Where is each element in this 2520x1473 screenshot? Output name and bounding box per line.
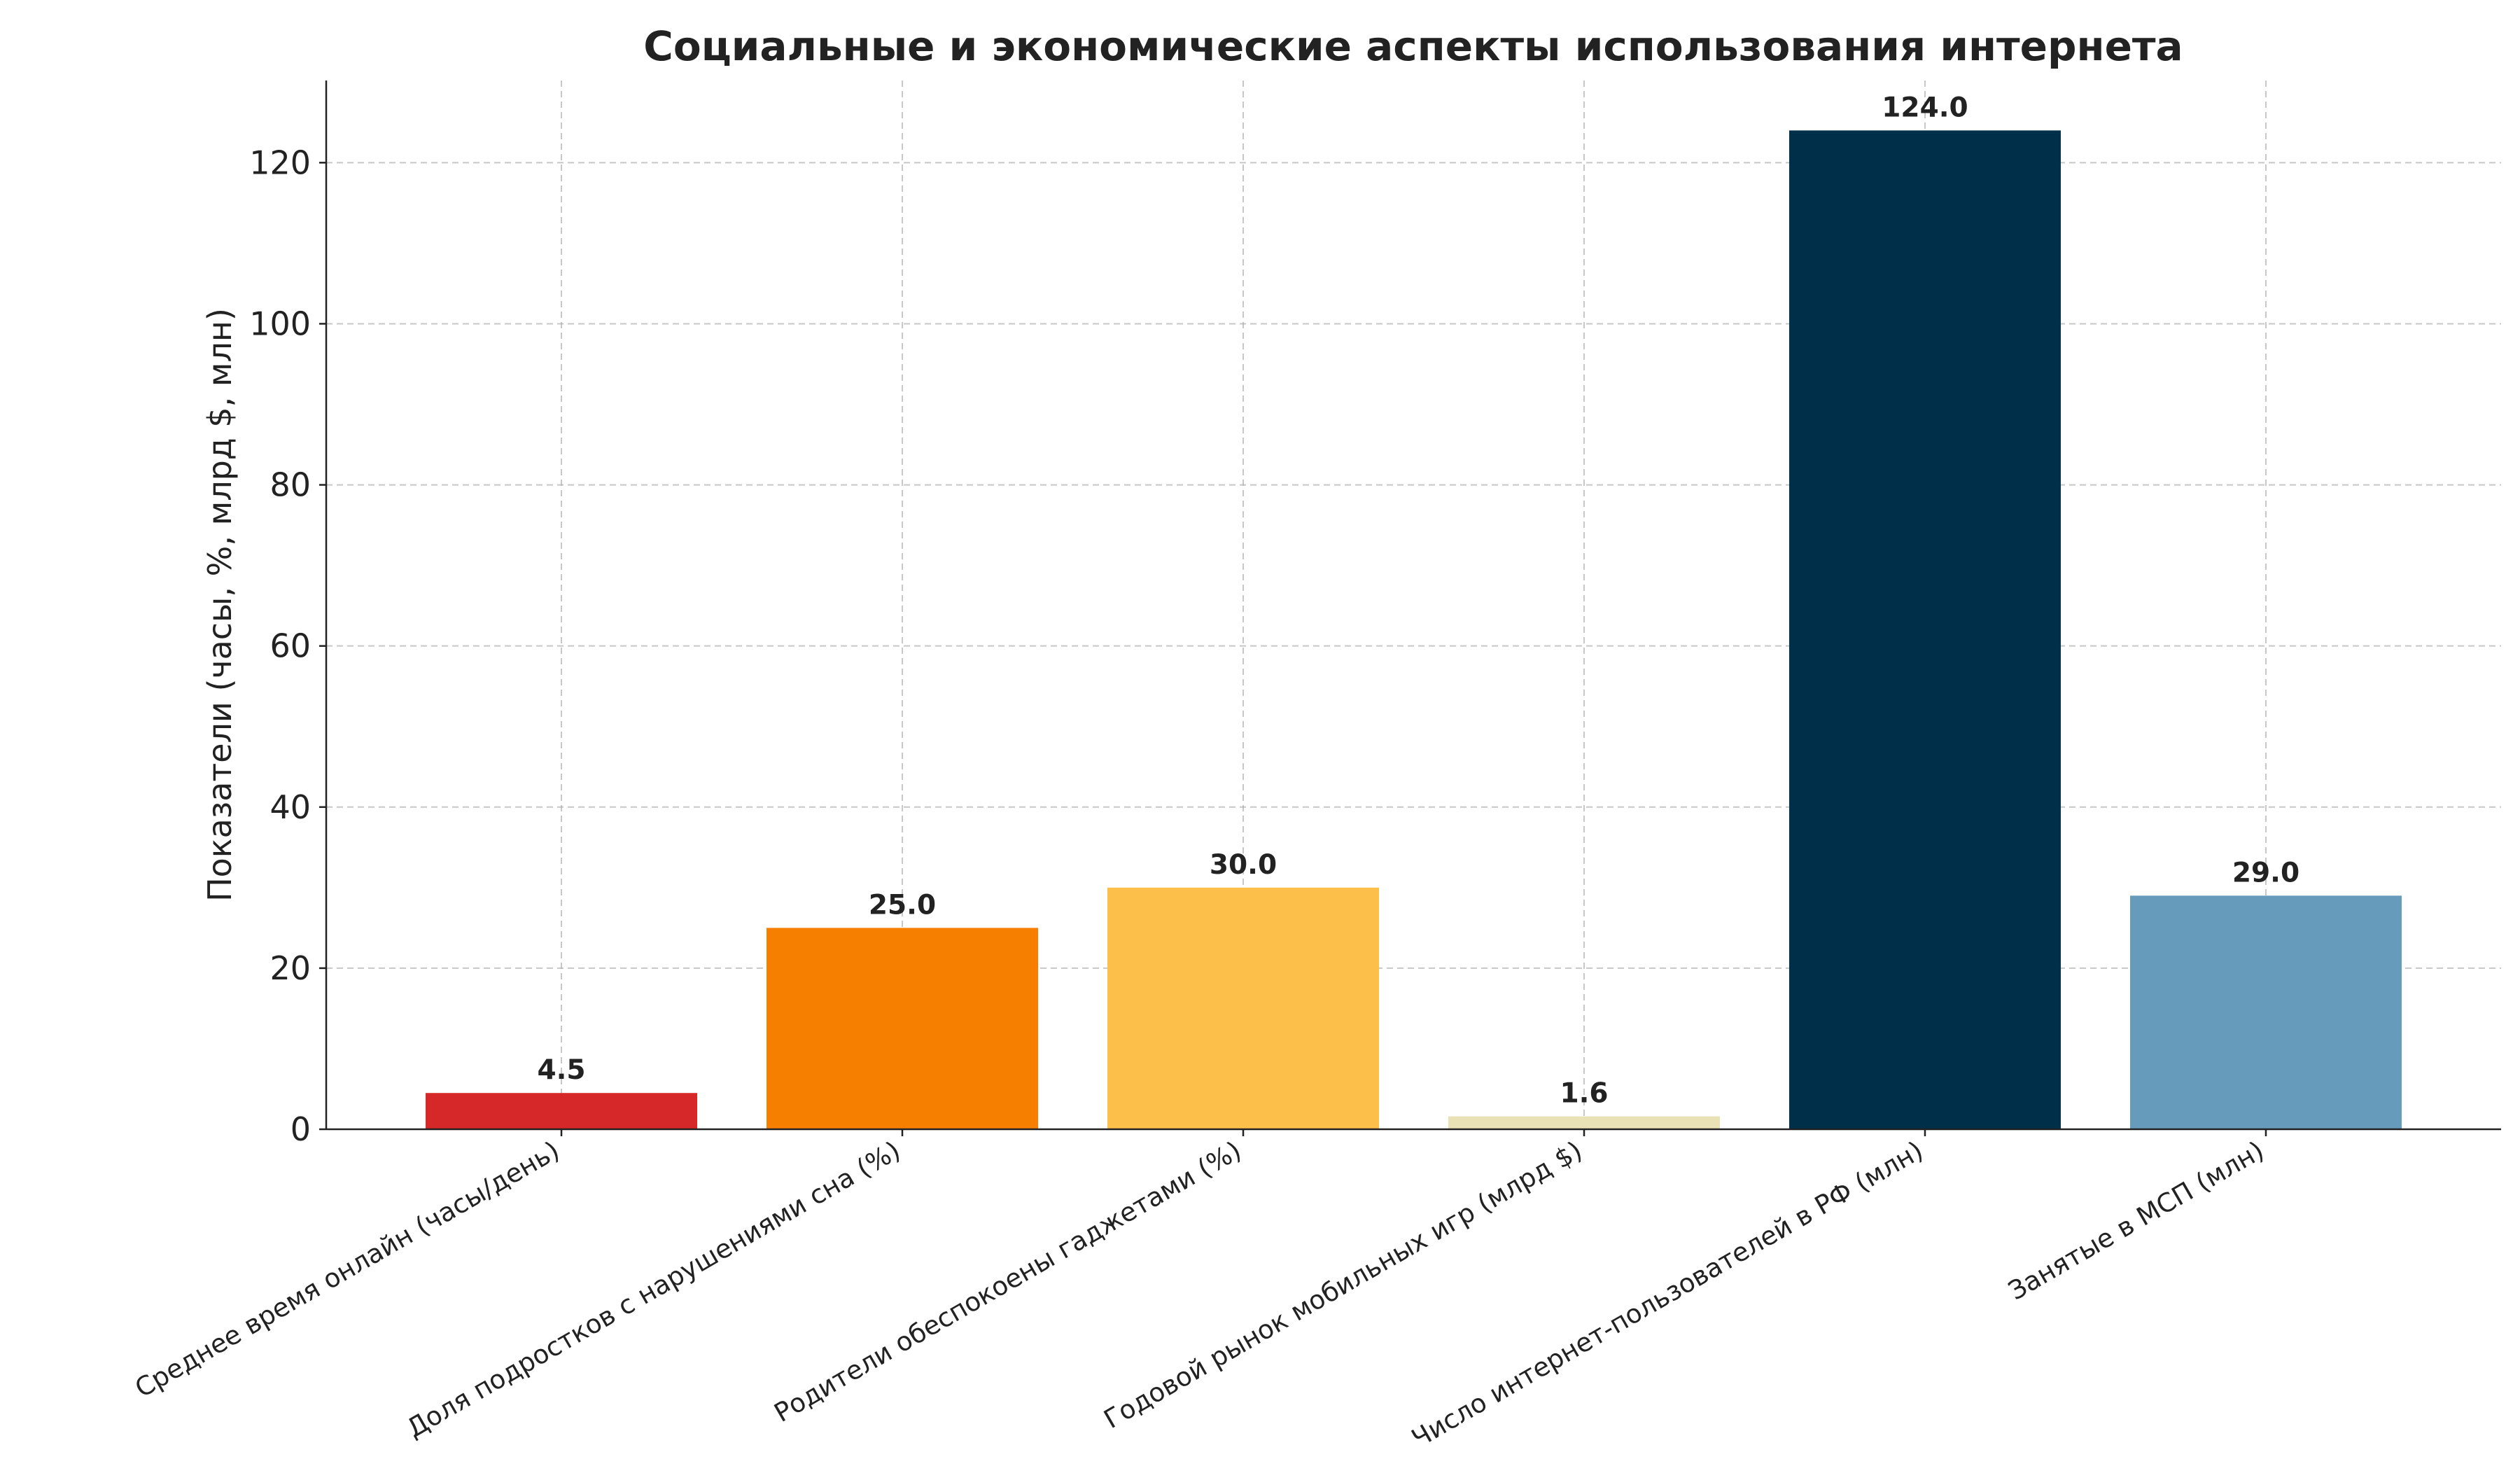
chart-title: Социальные и экономические аспекты испол… <box>643 22 2183 70</box>
bar-value-label: 1.6 <box>1560 1078 1608 1110</box>
bar-value-label: 4.5 <box>537 1054 585 1086</box>
x-tick-label: Число интернет-пользователей в РФ (млн) <box>1406 1136 1928 1454</box>
bar-value-label: 124.0 <box>1882 92 1968 123</box>
y-tick-label: 60 <box>270 627 311 665</box>
bar-value-label: 29.0 <box>2232 857 2300 888</box>
y-tick-label: 120 <box>249 144 311 181</box>
bar-value-label: 30.0 <box>1210 849 1277 881</box>
y-tick-label: 80 <box>270 466 311 504</box>
bar-value-label: 25.0 <box>869 889 936 921</box>
bar <box>2129 895 2402 1129</box>
bar <box>1788 130 2061 1129</box>
y-tick-label: 100 <box>249 305 311 342</box>
y-tick-label: 20 <box>270 949 311 987</box>
y-tick-label: 40 <box>270 788 311 826</box>
bar <box>766 928 1039 1129</box>
bar <box>426 1093 698 1129</box>
y-axis-label: Показатели (часы, %, млрд $, млн) <box>201 308 239 902</box>
bar <box>1448 1116 1720 1129</box>
bar <box>1107 887 1380 1129</box>
y-tick-label: 0 <box>290 1110 311 1148</box>
bars <box>426 130 2402 1129</box>
axes <box>319 81 2501 1136</box>
x-tick-label: Занятые в МСП (млн) <box>2003 1136 2269 1306</box>
